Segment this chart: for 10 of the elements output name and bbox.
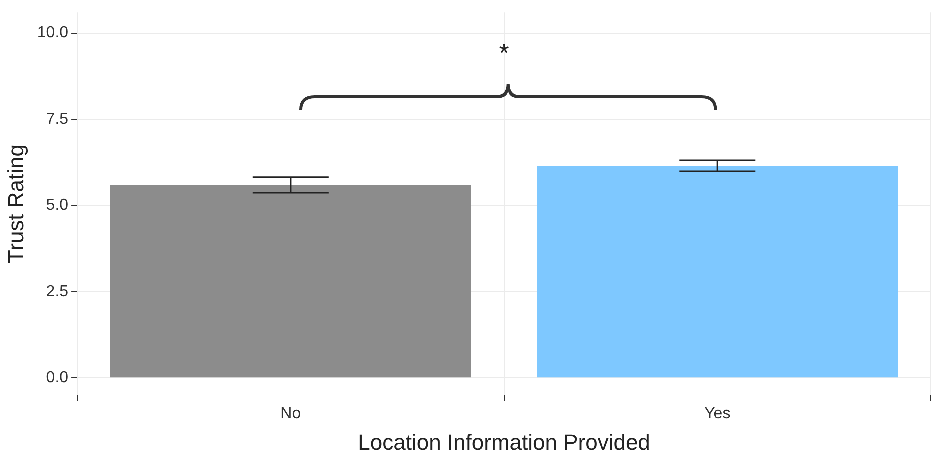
y-tick-label: 5.0 xyxy=(46,197,69,214)
x-tick-label: Yes xyxy=(704,405,731,422)
annotation: * xyxy=(499,38,510,68)
x-tick-label: No xyxy=(280,405,302,422)
y-tick-label: 7.5 xyxy=(46,110,69,128)
y-axis-title: Trust Rating xyxy=(3,144,28,264)
y-tick-label: 2.5 xyxy=(46,283,69,300)
y-tick-label: 0.0 xyxy=(46,370,69,387)
y-tick-label: 10.0 xyxy=(37,24,69,42)
x-axis-title: Location Information Provided xyxy=(358,430,650,455)
